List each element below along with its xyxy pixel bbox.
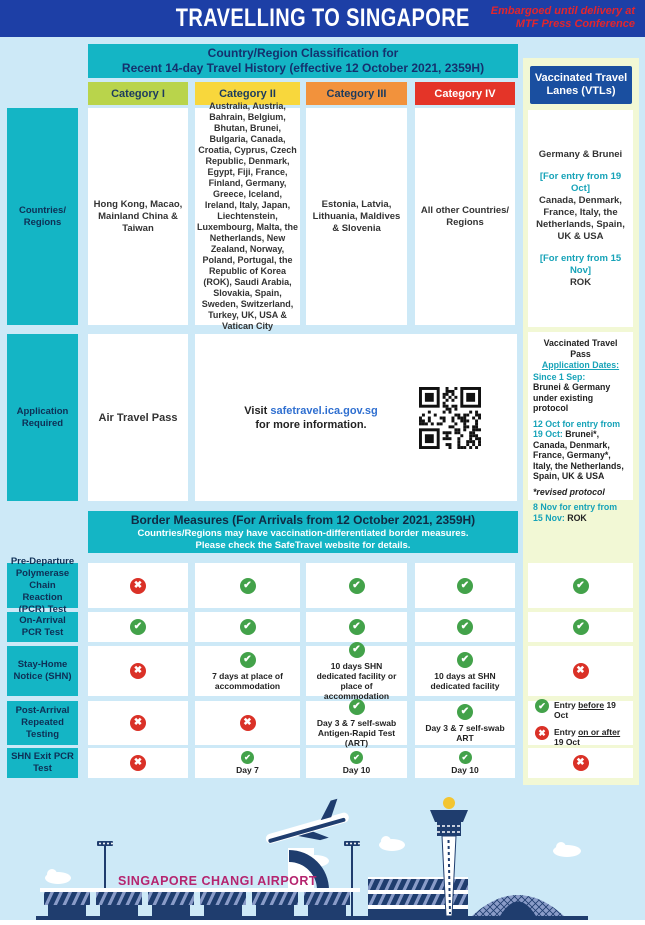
application-row-label: Application Required — [7, 334, 78, 501]
countries-cat4-cell: All other Countries/ Regions — [415, 108, 515, 325]
ground-strip — [36, 916, 588, 920]
oct-paragraph: 12 Oct for entry from 19 Oct: Brunei*, C… — [533, 418, 624, 482]
cross-icon — [130, 755, 146, 771]
check-icon — [348, 619, 365, 635]
predeparture-pcr-label: Pre-Departure Polymerase Chain Reaction … — [7, 556, 78, 615]
measure-cell — [306, 612, 407, 642]
safetravel-link[interactable]: safetravel.ica.gov.sg — [270, 404, 378, 417]
measure-cell — [528, 612, 633, 642]
qr-code — [419, 386, 481, 449]
category-4-header: Category IV — [415, 82, 515, 105]
check-icon — [241, 751, 254, 764]
light-pole — [97, 841, 360, 916]
application-vtl-cell: Vaccinated Travel Pass Application Dates… — [528, 332, 633, 523]
cross-icon — [535, 726, 549, 740]
measure-cell — [195, 612, 300, 642]
application-merged-cell: Visit safetravel.ica.gov.sg for more info… — [195, 334, 517, 501]
postarrival-testing-label: Post-Arrival Repeated Testing — [7, 701, 78, 745]
embargo-notice: Embargoed until delivery at MTF Press Co… — [490, 5, 635, 30]
check-icon — [535, 699, 549, 713]
since-paragraph: Since 1 Sep: Brunei & Germany under exist… — [533, 371, 611, 414]
measure-cell — [195, 701, 300, 745]
measure-cell-vtl-split: Entry before 19 Oct Entry on or after 19… — [528, 699, 633, 747]
check-icon — [348, 641, 365, 658]
measure-cell: 10 days at SHN dedicated facility — [415, 646, 515, 696]
measure-cell: 7 days at place of accommodation — [195, 646, 300, 696]
visit-info: Visit safetravel.ica.gov.sg for more info… — [231, 386, 481, 449]
vtl-header: Vaccinated Travel Lanes (VTLs) — [530, 66, 632, 104]
cross-icon — [130, 715, 146, 731]
measure-cell — [88, 563, 188, 608]
countries-vtl-cell: Germany & Brunei [For entry from 19 Oct]… — [528, 110, 633, 327]
check-icon — [457, 619, 473, 635]
check-icon — [572, 619, 589, 635]
countries-cat3-cell: Estonia, Latvia, Lithuania, Maldives & S… — [306, 108, 407, 325]
measure-cell — [88, 701, 188, 745]
measure-cell — [528, 646, 633, 696]
onarrival-pcr-label: On-Arrival PCR Test — [7, 612, 78, 642]
classification-banner: Country/Region Classification for Recent… — [88, 44, 518, 78]
countries-row-label: Countries/ Regions — [7, 108, 78, 325]
check-icon — [239, 651, 256, 668]
check-icon — [239, 619, 256, 635]
check-icon — [457, 703, 473, 720]
measure-cell: Day 3 & 7 self-swab ART — [415, 701, 515, 745]
terminal-building — [40, 888, 360, 916]
check-icon — [350, 751, 363, 764]
measure-cell — [306, 563, 407, 608]
entry-after-line: Entry on or after 19 Oct — [535, 726, 629, 747]
measure-cell — [415, 612, 515, 642]
measure-cell — [88, 748, 188, 778]
plane-icon — [265, 798, 349, 844]
application-cat1-cell: Air Travel Pass — [88, 334, 188, 501]
measure-cell: Day 10 — [306, 748, 407, 778]
cross-icon — [130, 663, 146, 679]
check-icon — [458, 751, 472, 764]
vtl-pass-title: Vaccinated Travel Pass — [543, 338, 618, 359]
check-icon — [348, 577, 365, 594]
revised-protocol-footnote: *revised protocol — [533, 486, 605, 497]
airport-label: SINGAPORE CHANGI AIRPORT — [118, 874, 317, 888]
measure-cell — [528, 563, 633, 608]
cross-icon — [239, 715, 256, 731]
curved-structure — [288, 848, 329, 892]
category-2-header: Category II — [195, 82, 300, 105]
measure-cell — [528, 748, 633, 778]
countries-cat1-cell: Hong Kong, Macao, Mainland China & Taiwa… — [88, 108, 188, 325]
check-icon — [457, 577, 473, 594]
measure-cell: Day 3 & 7 self-swab Antigen-Rapid Test (… — [306, 698, 407, 748]
cross-icon — [572, 755, 589, 771]
check-icon — [457, 651, 473, 668]
shn-label: Stay-Home Notice (SHN) — [7, 646, 78, 696]
check-icon — [130, 619, 146, 635]
countries-cat2-cell: Australia, Austria, Bahrain, Belgium, Bh… — [195, 101, 300, 331]
measure-cell — [195, 563, 300, 608]
border-measures-banner: Border Measures (For Arrivals from 12 Oc… — [88, 511, 518, 553]
check-icon — [572, 577, 589, 594]
measure-cell: Day 7 — [195, 748, 300, 778]
measure-cell — [88, 646, 188, 696]
measure-cell — [88, 612, 188, 642]
visit-text: Visit safetravel.ica.gov.sg for more info… — [244, 404, 378, 431]
page-title: TRAVELLING TO SINGAPORE — [175, 4, 470, 32]
header-bar: TRAVELLING TO SINGAPORE — [0, 0, 645, 37]
check-icon — [239, 577, 256, 594]
check-icon — [348, 698, 365, 715]
airport-illustration: SINGAPORE CHANGI AIRPORT — [0, 797, 645, 925]
jewel-dome — [472, 895, 564, 916]
measure-cell: 10 days SHN dedicated facility or place … — [306, 641, 407, 701]
cross-icon — [572, 663, 589, 679]
application-dates-heading: Application Dates: — [541, 360, 620, 370]
cross-icon — [130, 577, 146, 594]
shn-exit-pcr-label: SHN Exit PCR Test — [7, 748, 78, 778]
control-tower — [430, 797, 468, 917]
measure-cell: Day 10 — [415, 748, 515, 778]
nov-paragraph: 8 Nov for entry from 15 Nov: ROK — [533, 502, 618, 523]
category-3-header: Category III — [306, 82, 407, 105]
category-1-header: Category I — [88, 82, 188, 105]
measure-cell — [415, 563, 515, 608]
entry-before-line: Entry before 19 Oct — [535, 699, 629, 720]
